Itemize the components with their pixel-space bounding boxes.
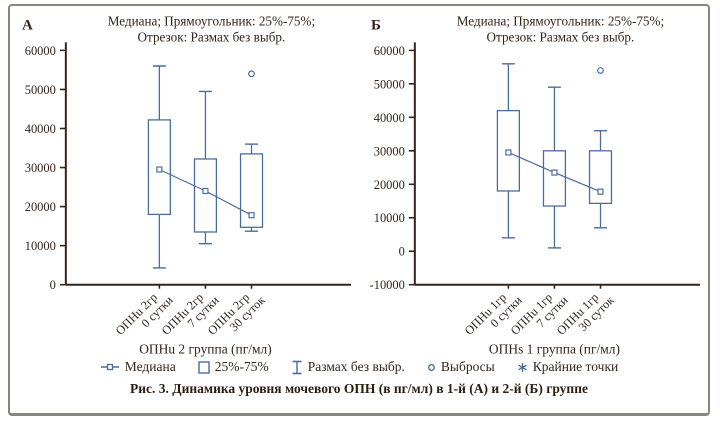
legend-item-box: 25%-75% <box>198 359 269 375</box>
svg-text:Б: Б <box>371 17 381 33</box>
charts-row: А Медиана; Прямоугольник: 25%-75%; Отрезок… <box>10 6 708 358</box>
svg-text:Отрезок: Размах без выбр.: Отрезок: Размах без выбр. <box>138 29 286 44</box>
legend-label-whisker: Размах без выбр. <box>307 359 405 374</box>
svg-text:50000: 50000 <box>25 83 56 97</box>
extreme-asterisk-icon <box>518 362 527 372</box>
svg-text:ОПНu 1гр0 сутки: ОПНu 1гр0 сутки <box>462 284 525 347</box>
svg-text:60000: 60000 <box>25 44 56 58</box>
legend-label-extremes: Крайние точки <box>532 359 619 374</box>
svg-text:10000: 10000 <box>374 211 405 225</box>
figure-frame: А Медиана; Прямоугольник: 25%-75%; Отрезок… <box>8 4 710 416</box>
svg-text:20000: 20000 <box>374 178 405 192</box>
svg-text:20000: 20000 <box>25 200 56 214</box>
svg-text:Отрезок: Размах без выбр.: Отрезок: Размах без выбр. <box>487 29 635 44</box>
svg-text:40000: 40000 <box>25 122 56 136</box>
outliers-circle-icon <box>427 363 435 371</box>
svg-text:ОПНu 2гр0 сутки: ОПНu 2гр0 сутки <box>113 284 176 347</box>
svg-text:10000: 10000 <box>25 239 56 253</box>
chart-legend: Медиана 25%-75% Размах без выбр. Выбросы <box>10 359 708 375</box>
whisker-range-icon <box>292 360 302 374</box>
svg-text:ОПНu 2гр30 суток: ОПНu 2гр30 суток <box>205 284 268 347</box>
legend-label-outliers: Выбросы <box>440 359 495 374</box>
boxplot-panel-a: А Медиана; Прямоугольник: 25%-75%;Отрезок… <box>22 13 352 357</box>
svg-text:-10000: -10000 <box>370 278 405 292</box>
svg-text:ОПНu 2гр7 сутки: ОПНu 2гр7 сутки <box>159 284 222 347</box>
svg-text:30000: 30000 <box>25 161 56 175</box>
legend-item-whisker: Размах без выбр. <box>291 359 405 375</box>
box-range-icon <box>198 360 210 374</box>
svg-text:ОПНu 1гр30 суток: ОПНu 1гр30 суток <box>554 284 617 347</box>
legend-item-extremes: Крайние точки <box>517 359 618 375</box>
svg-text:Медиана; Прямоугольник: 25%-75: Медиана; Прямоугольник: 25%-75%; <box>457 13 664 28</box>
svg-text:ОПНu 2 группа (пг/мл): ОПНu 2 группа (пг/мл) <box>139 342 272 357</box>
legend-item-median: Медиана <box>100 359 176 375</box>
legend-label-median: Медиана <box>124 359 176 374</box>
svg-text:40000: 40000 <box>374 111 405 125</box>
boxplot-panel-b: Б Медиана; Прямоугольник: 25%-75%;Отрезок… <box>370 13 701 357</box>
svg-text:А: А <box>22 17 33 33</box>
svg-text:0: 0 <box>50 278 56 292</box>
svg-text:ОПНu 1гр7 сутки: ОПНu 1гр7 сутки <box>508 284 571 347</box>
svg-text:ОПНs 1 группа (пг/мл): ОПНs 1 группа (пг/мл) <box>489 342 620 357</box>
svg-text:50000: 50000 <box>374 77 405 91</box>
figure-caption: Рис. 3. Динамика уровня мочевого ОПН (в … <box>130 381 588 396</box>
svg-text:60000: 60000 <box>374 44 405 58</box>
legend-item-outliers: Выбросы <box>427 359 495 375</box>
svg-text:0: 0 <box>399 245 405 259</box>
median-marker-icon <box>100 363 119 371</box>
svg-text:30000: 30000 <box>374 144 405 158</box>
svg-text:Медиана; Прямоугольник: 25%-75: Медиана; Прямоугольник: 25%-75%; <box>108 13 315 28</box>
legend-label-box: 25%-75% <box>214 359 269 374</box>
